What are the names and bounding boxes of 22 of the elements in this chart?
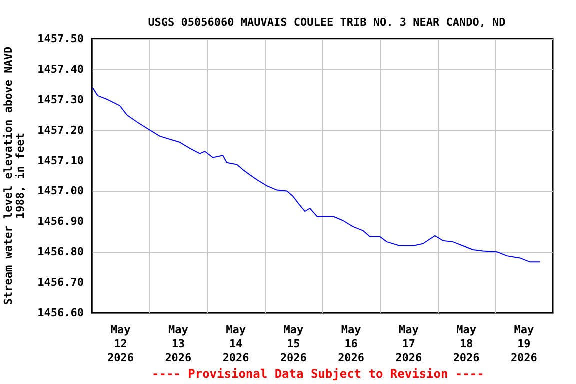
- x-tick-label: May 19 2026: [510, 324, 538, 364]
- y-tick-label: 1457.20: [38, 124, 84, 137]
- x-tick-label: May 12 2026: [108, 324, 134, 364]
- y-tick-label: 1457.50: [38, 32, 84, 46]
- x-tick-label: May 15 2026: [280, 324, 308, 364]
- y-tick-label: 1457.30: [38, 93, 84, 106]
- y-tick-label: 1456.70: [38, 276, 84, 290]
- y-tick-label: 1457.00: [38, 184, 84, 198]
- y-tick-label: 1456.80: [38, 246, 84, 259]
- x-tick-label: May 14 2026: [222, 324, 250, 364]
- y-axis-title: Stream water level elevation above NAVD 1988, in feet: [2, 46, 28, 306]
- y-tick-label: 1457.10: [38, 154, 84, 168]
- y-tick-label: 1457.40: [38, 62, 84, 76]
- text: ---- Provisional Data Subject to Revision ----: [152, 367, 484, 381]
- x-tick-label: May 16 2026: [338, 324, 365, 364]
- chart-title: USGS 05056060 MAUVAIS COULEE TRIB NO. 3 NEAR CANDO, ND: [148, 16, 506, 29]
- y-tick-label: 1456.90: [38, 215, 84, 228]
- x-tick-label: May 17 2026: [396, 324, 423, 364]
- y-tick-label: 1456.60: [38, 306, 84, 320]
- line-series: [92, 87, 541, 263]
- x-tick-label: May 13 2026: [165, 324, 192, 364]
- x-tick-label: May 18 2026: [453, 324, 480, 364]
